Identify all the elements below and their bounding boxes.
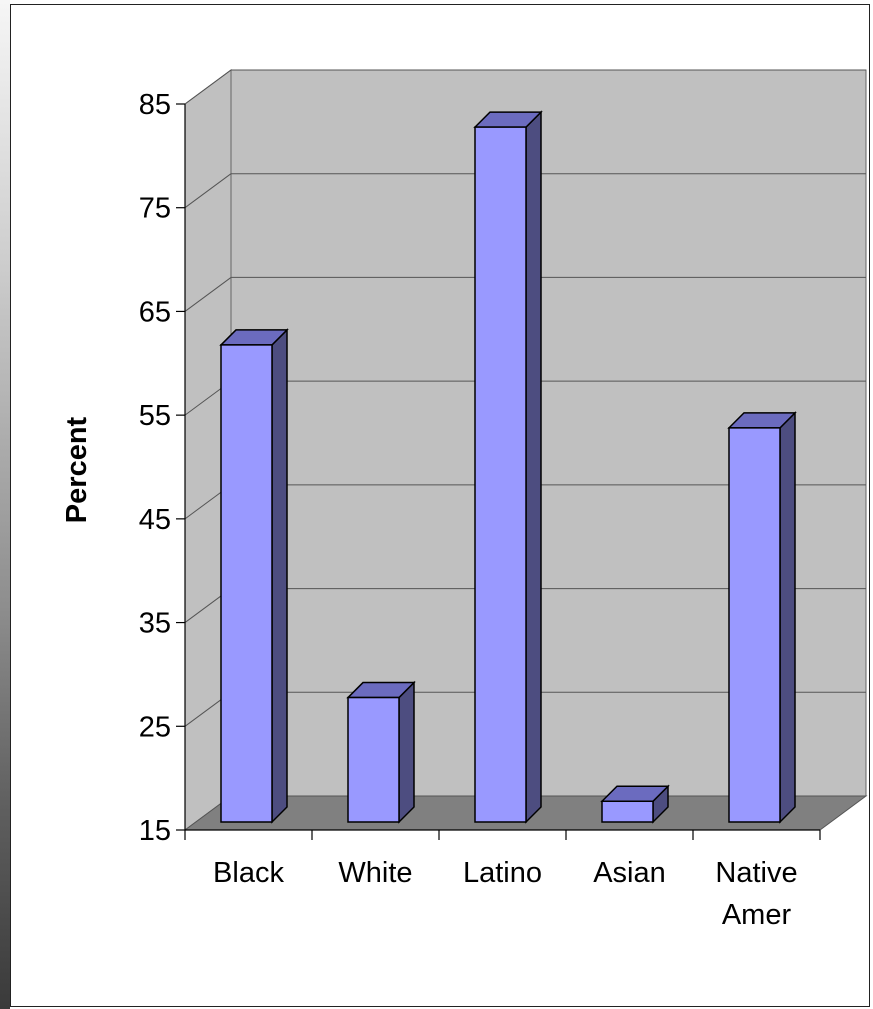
y-tick-label: 55 bbox=[139, 400, 171, 432]
bar-front bbox=[220, 344, 273, 823]
y-tick-label: 85 bbox=[139, 89, 171, 121]
y-tick-label: 45 bbox=[139, 504, 171, 536]
x-tick-label-line: White bbox=[338, 857, 412, 889]
x-tick-label-line: Amer bbox=[722, 899, 792, 931]
y-tick-label: 25 bbox=[139, 711, 171, 743]
x-tick-label: Latino bbox=[463, 857, 542, 889]
bar bbox=[346, 680, 416, 824]
y-axis-title: Percent bbox=[61, 416, 93, 523]
bar-front bbox=[601, 800, 654, 823]
bar-front bbox=[474, 126, 527, 823]
x-tick-label: White bbox=[338, 857, 412, 889]
x-tick-label: Asian bbox=[593, 857, 666, 889]
y-tick-label: 35 bbox=[139, 608, 171, 640]
tick-labels: 15 25 35 45 55 65 75 85 Black White Latino Asian Nat… bbox=[139, 89, 798, 931]
y-tick-label: 15 bbox=[139, 815, 171, 847]
bar-side bbox=[398, 680, 415, 824]
gridline-side bbox=[184, 69, 232, 105]
bar-side bbox=[525, 110, 542, 824]
x-tick-label: Black bbox=[213, 857, 284, 889]
bar bbox=[600, 784, 670, 824]
gridline-side bbox=[184, 173, 232, 209]
bar bbox=[219, 328, 289, 824]
y-tick-label: 75 bbox=[139, 193, 171, 225]
slide-edge-gradient bbox=[0, 0, 10, 1009]
axes bbox=[176, 103, 821, 840]
gridline-side bbox=[184, 277, 232, 312]
x-tick-label-line: Latino bbox=[463, 857, 542, 889]
bar-front bbox=[728, 427, 781, 823]
bar-front bbox=[347, 696, 400, 823]
bar bbox=[473, 110, 543, 824]
x-tick-label-line: Black bbox=[213, 857, 284, 889]
y-tick-label: 65 bbox=[139, 296, 171, 328]
bar bbox=[727, 411, 797, 824]
bars bbox=[219, 110, 797, 824]
x-tick-label-line: Asian bbox=[593, 857, 666, 889]
bar-side bbox=[271, 328, 288, 824]
x-tick-label: Native Amer bbox=[715, 857, 797, 931]
x-tick-label-line: Native bbox=[715, 857, 797, 889]
bar-side bbox=[779, 411, 796, 824]
